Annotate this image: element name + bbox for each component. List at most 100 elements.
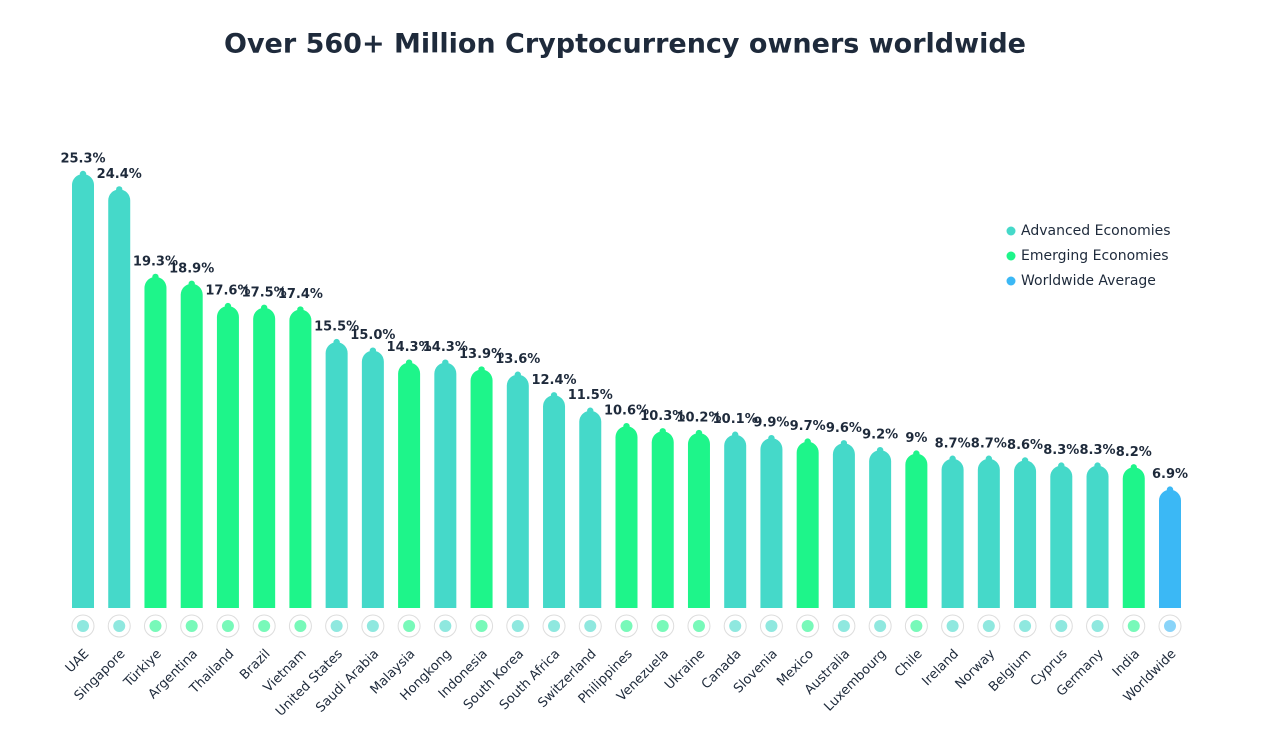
value-dot [587, 407, 594, 414]
value-dot [514, 371, 521, 378]
value-label: 9.6% [826, 421, 862, 436]
bar [253, 307, 276, 608]
bar [796, 441, 819, 608]
x-tick-label: Chile [892, 647, 926, 681]
bar [470, 369, 493, 608]
bar [579, 410, 602, 608]
value-label: 8.6% [1007, 438, 1043, 453]
value-dot [1021, 457, 1029, 464]
value-label: 17.4% [278, 287, 323, 302]
bar [615, 426, 638, 608]
value-dot [224, 302, 232, 310]
value-dot [659, 428, 666, 435]
value-dot [79, 170, 87, 178]
value-dot [732, 431, 739, 438]
value-label: 14.3% [423, 340, 468, 355]
value-label: 10.6% [604, 404, 649, 419]
flag-icon-center [77, 620, 89, 632]
flag-icon-center [330, 620, 343, 632]
bar [941, 458, 964, 608]
bar [144, 276, 167, 608]
value-label: 25.3% [60, 152, 105, 167]
flag-icon-center [475, 620, 488, 632]
x-tick-label: Ukraine [662, 647, 708, 693]
value-label: 9.2% [862, 428, 898, 443]
bar [434, 362, 457, 608]
flag-icon-center [837, 620, 850, 632]
flag-icon-center [258, 620, 271, 632]
bar [325, 342, 348, 608]
flag-icon-center [1019, 620, 1032, 632]
value-dot [768, 434, 775, 442]
bar [1050, 465, 1073, 608]
bar [506, 374, 529, 608]
flag-icon-center [1055, 620, 1068, 632]
value-label: 17.5% [242, 285, 287, 300]
bar [398, 362, 421, 608]
value-dot [840, 440, 848, 447]
value-label: 13.6% [495, 352, 540, 367]
value-dot [442, 359, 449, 366]
value-label: 10.2% [676, 411, 721, 426]
value-label: 10.3% [640, 409, 685, 424]
value-label: 24.4% [97, 167, 142, 182]
value-label: 8.3% [1080, 443, 1116, 458]
flag-icon-center [584, 620, 597, 632]
flag-icon-center [801, 620, 814, 632]
flag-icon-center [656, 620, 669, 632]
flag-icon-center [1164, 620, 1176, 632]
legend-marker [1006, 276, 1016, 286]
bar [1159, 489, 1181, 608]
value-dot [188, 280, 195, 287]
value-dot [985, 455, 993, 462]
flag-icon-center [221, 620, 234, 632]
value-label: 8.3% [1043, 443, 1079, 458]
flag-icon-center [946, 620, 959, 632]
value-dot [623, 422, 630, 430]
value-label: 18.9% [169, 261, 214, 276]
bar [1014, 460, 1037, 608]
flag-icon-center [548, 620, 561, 632]
value-dot [333, 338, 340, 346]
value-dot [478, 366, 485, 373]
value-label: 13.9% [459, 347, 504, 362]
x-tick-label: UAE [63, 647, 92, 676]
flag-icon-center [729, 620, 742, 632]
bar [724, 434, 747, 608]
flag-icon-center [765, 620, 778, 632]
value-label: 8.7% [935, 436, 971, 451]
value-dot [369, 347, 377, 354]
flag-icon-center [149, 620, 162, 632]
value-dot [297, 306, 304, 313]
value-label: 6.9% [1152, 467, 1188, 482]
bar [651, 431, 674, 608]
bar [108, 189, 131, 609]
value-dot [260, 304, 268, 312]
value-label: 8.7% [971, 436, 1007, 451]
bar [905, 453, 928, 608]
legend-marker [1006, 226, 1016, 236]
legend-marker [1006, 251, 1016, 261]
value-label: 9% [905, 431, 927, 446]
flag-icon-center [113, 620, 126, 632]
bar [1086, 465, 1109, 608]
value-dot [1094, 462, 1101, 469]
x-tick-label: Saudi Arabia [313, 647, 382, 716]
flag-icon-center [366, 620, 379, 632]
bar [180, 283, 203, 608]
flag-icon-center [439, 620, 452, 632]
value-dot [804, 438, 811, 445]
value-label: 11.5% [568, 388, 613, 403]
flag-icon-center [910, 620, 923, 632]
bar [977, 458, 1000, 608]
chart-title: Over 560+ Million Cryptocurrency owners … [224, 29, 1026, 60]
value-label: 9.7% [790, 419, 826, 434]
flag-icon-center [185, 620, 198, 632]
value-dot [1166, 486, 1174, 493]
bar [760, 438, 783, 608]
bar [216, 306, 239, 608]
bar [832, 443, 855, 608]
bar [687, 433, 710, 608]
bar [361, 350, 384, 608]
